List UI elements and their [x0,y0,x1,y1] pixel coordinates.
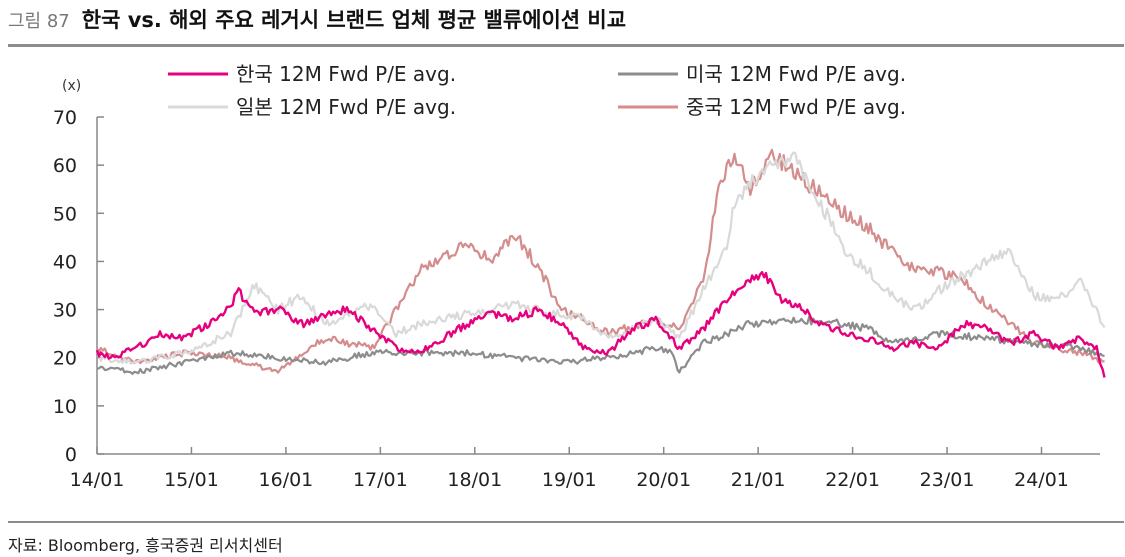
title-divider [8,44,1124,47]
x-tick-label: 16/01 [259,469,314,491]
chart-axes: (x) 0 10 20 30 40 50 60 70 14/01 15/01 16/01 17/01 18… [53,78,1100,491]
legend-label-2: 일본 12M Fwd P/E avg. [236,95,456,119]
figure-header: 그림 87 한국 vs. 해외 주요 레거시 브랜드 업체 평균 밸류에이션 비… [8,4,626,40]
figure-number: 그림 87 [8,11,70,32]
y-tick-label: 20 [53,348,77,370]
y-tick-label: 50 [53,203,77,225]
y-tick-label: 30 [53,300,77,322]
x-tick-label: 23/01 [920,469,975,491]
y-tick-label: 40 [53,251,77,273]
chart-legend: 한국 12M Fwd P/E avg. 미국 12M Fwd P/E avg. 일본… [168,62,906,119]
x-tick-label: 21/01 [731,469,786,491]
series-line-2 [96,151,1106,365]
x-tick-label: 18/01 [447,469,502,491]
x-tick-label: 22/01 [825,469,880,491]
series-layer [95,148,1106,378]
line-chart: (x) 0 10 20 30 40 50 60 70 14/01 15/01 16/01 17/01 18… [53,62,1106,491]
series-line-0 [95,271,1106,378]
source-note: 자료: Bloomberg, 흥국증권 리서치센터 [8,536,283,555]
x-tick-label: 20/01 [636,469,691,491]
series-line-3 [96,148,1105,374]
source-divider [8,521,1124,523]
x-tick-label: 17/01 [353,469,408,491]
y-tick-label: 10 [53,396,77,418]
x-tick-label: 15/01 [164,469,219,491]
legend-label-3: 중국 12M Fwd P/E avg. [686,95,906,119]
x-tick-label: 19/01 [542,469,597,491]
y-tick-label: 70 [53,107,77,129]
x-tick-label: 14/01 [70,469,125,491]
legend-label-1: 미국 12M Fwd P/E avg. [686,62,906,86]
series-line-1 [96,315,1105,375]
y-tick-label: 0 [65,444,77,466]
y-unit-label: (x) [62,78,81,94]
x-tick-label: 24/01 [1014,469,1069,491]
chart-title: 한국 vs. 해외 주요 레거시 브랜드 업체 평균 밸류에이션 비교 [81,8,627,32]
legend-label-0: 한국 12M Fwd P/E avg. [236,62,456,86]
y-tick-label: 60 [53,155,77,177]
